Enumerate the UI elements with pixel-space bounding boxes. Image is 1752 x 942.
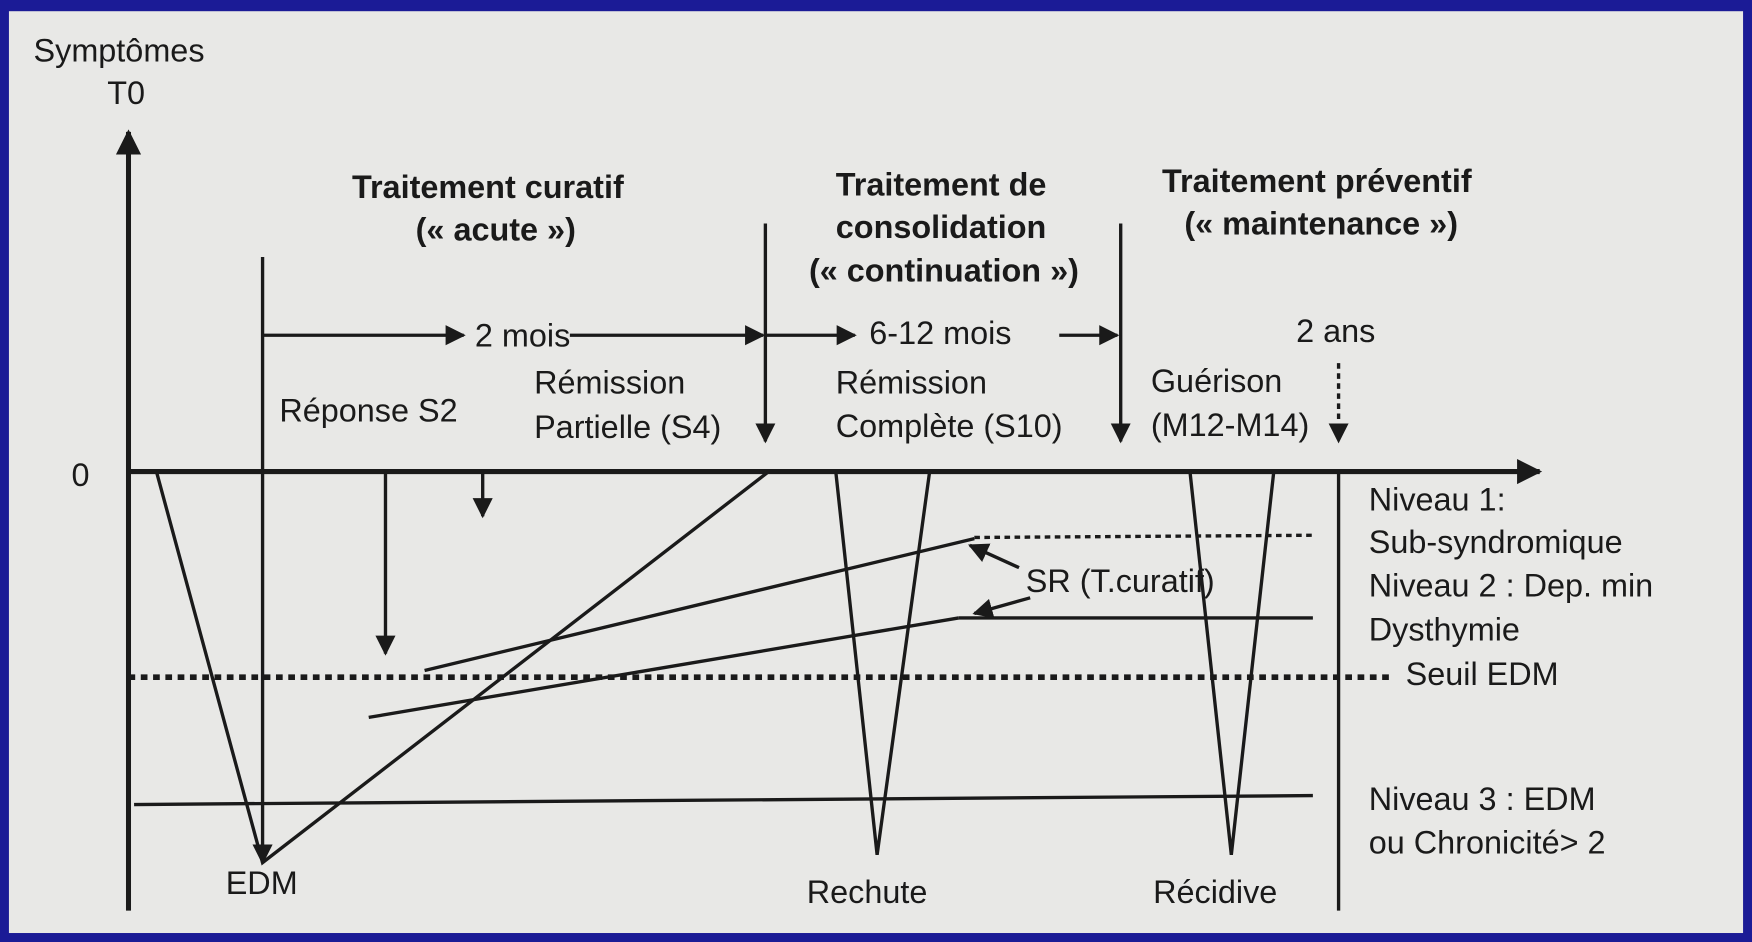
chronic-line bbox=[134, 793, 1313, 807]
duration-label: 6-12 mois bbox=[869, 315, 1011, 351]
annotation: SR (T.curatif) bbox=[1026, 563, 1215, 599]
phase-title: Traitement curatif bbox=[352, 169, 624, 205]
event-label: Récidive bbox=[1153, 874, 1277, 910]
duration-label: 2 mois bbox=[475, 317, 570, 353]
level-label: Niveau 2 : Dep. min bbox=[1369, 568, 1653, 604]
origin-label: 0 bbox=[72, 457, 90, 493]
t0-label: T0 bbox=[107, 75, 145, 111]
phase-title: (« maintenance ») bbox=[1184, 206, 1458, 242]
milestone-label: Rémission bbox=[534, 364, 685, 400]
phase-title: consolidation bbox=[836, 209, 1047, 245]
milestone-label: Partielle (S4) bbox=[534, 409, 721, 445]
relapse-curve bbox=[834, 471, 932, 856]
phase-title: Traitement de bbox=[836, 167, 1047, 203]
phase-title: Traitement préventif bbox=[1162, 163, 1472, 199]
level-label: Seuil EDM bbox=[1406, 656, 1559, 692]
recurrence-curve bbox=[1188, 471, 1276, 855]
episode-curve bbox=[154, 470, 770, 866]
y-axis-label: Symptômes bbox=[34, 32, 205, 68]
milestone-label: (M12-M14) bbox=[1151, 407, 1309, 443]
milestone-label: Rémission bbox=[836, 364, 987, 400]
phase-title: (« continuation ») bbox=[809, 253, 1079, 289]
phase-title: (« acute ») bbox=[416, 211, 576, 247]
event-label: EDM bbox=[226, 865, 298, 901]
annotation-arrow bbox=[972, 596, 1031, 619]
duration-label: 2 ans bbox=[1296, 313, 1375, 349]
milestone-label: Guérison bbox=[1151, 363, 1282, 399]
residual-line bbox=[368, 616, 959, 720]
milestone-label: Complète (S10) bbox=[836, 408, 1063, 444]
level-label: ou Chronicité> 2 bbox=[1369, 825, 1606, 861]
level-label: Niveau 3 : EDM bbox=[1369, 781, 1596, 817]
residual-line bbox=[424, 536, 975, 673]
level-label: Sub-syndromique bbox=[1369, 524, 1623, 560]
level-line bbox=[974, 533, 1313, 540]
event-label: Rechute bbox=[807, 874, 928, 910]
annotation-arrow bbox=[968, 543, 1020, 570]
level-label: Niveau 1: bbox=[1369, 482, 1506, 518]
level-label: Dysthymie bbox=[1369, 611, 1520, 647]
milestone-label: Réponse S2 bbox=[279, 392, 457, 428]
